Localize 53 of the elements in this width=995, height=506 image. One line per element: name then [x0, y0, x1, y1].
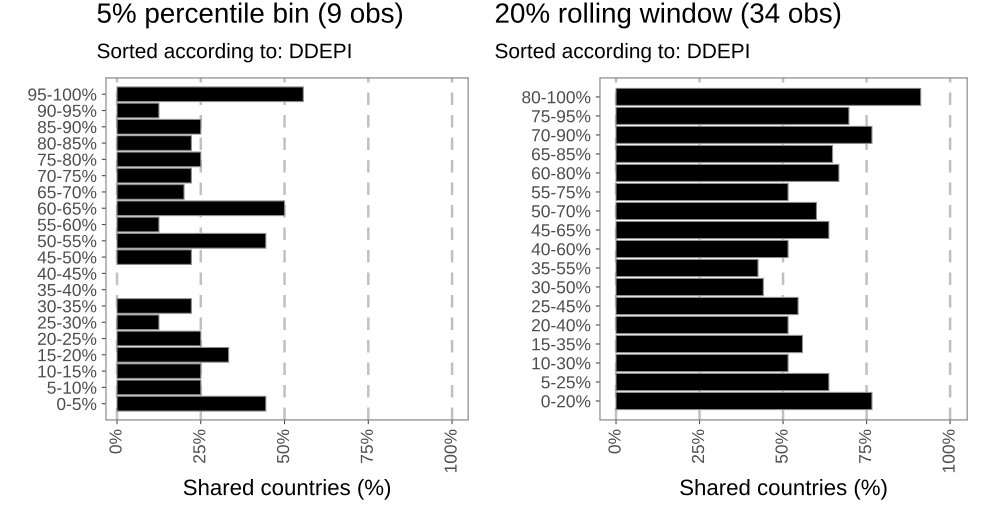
- chart-title: 5% percentile bin (9 obs): [98, 2, 402, 28]
- y-tick-label: 75-95%: [532, 110, 590, 122]
- y-tick-label: 60-80%: [532, 167, 590, 180]
- y-tick-label: 65-85%: [532, 148, 590, 160]
- y-tick-label: 50-55%: [38, 234, 96, 248]
- y-tick-label: 25-30%: [38, 316, 96, 329]
- chart-title: 20% rolling window (34 obs): [496, 2, 840, 28]
- x-tick-label: 0%: [109, 430, 122, 454]
- y-tick-label: 30-50%: [532, 281, 590, 294]
- y-tick-label: 20-40%: [532, 319, 590, 332]
- x-axis-title: Shared countries (%): [184, 478, 390, 500]
- y-tick-label: 25-45%: [532, 300, 590, 312]
- y-tick-label: 85-90%: [38, 120, 96, 134]
- x-axis-title: Shared countries (%): [680, 478, 887, 500]
- y-tick-label: 55-75%: [532, 186, 590, 198]
- y-tick-label: 35-55%: [532, 262, 590, 274]
- y-tick-label: 80-100%: [522, 91, 590, 104]
- y-tick-label: 15-20%: [38, 348, 96, 362]
- y-tick-label: 10-30%: [532, 357, 590, 370]
- x-tick-label: 100%: [444, 430, 457, 472]
- y-tick-label: 30-35%: [38, 300, 96, 312]
- x-tick-label: 0%: [608, 430, 621, 454]
- y-tick-label: 20-25%: [38, 332, 96, 345]
- y-tick-label: 55-60%: [38, 218, 96, 231]
- y-tick-label: 10-15%: [38, 365, 96, 378]
- y-tick-label: 15-35%: [532, 338, 590, 350]
- y-tick-label: 80-85%: [38, 137, 96, 150]
- y-tick-label: 75-80%: [38, 154, 96, 166]
- y-tick-label: 40-45%: [38, 268, 96, 280]
- y-tick-label: 95-100%: [28, 88, 96, 101]
- y-tick-label: 45-65%: [532, 224, 590, 236]
- y-tick-label: 65-70%: [38, 186, 96, 198]
- x-tick-label: 75%: [859, 430, 872, 463]
- x-tick-label: 100%: [942, 430, 955, 472]
- chart-subtitle: Sorted according to: DDEPI: [97, 43, 351, 62]
- y-tick-label: 45-50%: [38, 251, 96, 264]
- y-tick-label: 5-10%: [47, 382, 96, 394]
- y-tick-label: 70-75%: [38, 170, 96, 182]
- y-tick-label: 60-65%: [38, 202, 96, 215]
- x-tick-label: 75%: [360, 430, 373, 463]
- y-tick-label: 90-95%: [38, 104, 96, 117]
- x-tick-label: 25%: [193, 430, 206, 463]
- y-tick-label: 50-70%: [532, 205, 590, 218]
- chart-subtitle: Sorted according to: DDEPI: [495, 43, 749, 62]
- y-tick-label: 0-5%: [57, 398, 96, 410]
- y-tick-label: 40-60%: [532, 243, 590, 256]
- x-tick-label: 25%: [692, 430, 704, 463]
- y-tick-label: 0-20%: [541, 395, 590, 408]
- x-tick-label: 50%: [775, 430, 788, 464]
- y-tick-label: 35-40%: [38, 284, 96, 296]
- x-tick-label: 50%: [276, 430, 290, 464]
- y-tick-label: 70-90%: [532, 129, 590, 142]
- y-tick-label: 5-25%: [541, 376, 590, 388]
